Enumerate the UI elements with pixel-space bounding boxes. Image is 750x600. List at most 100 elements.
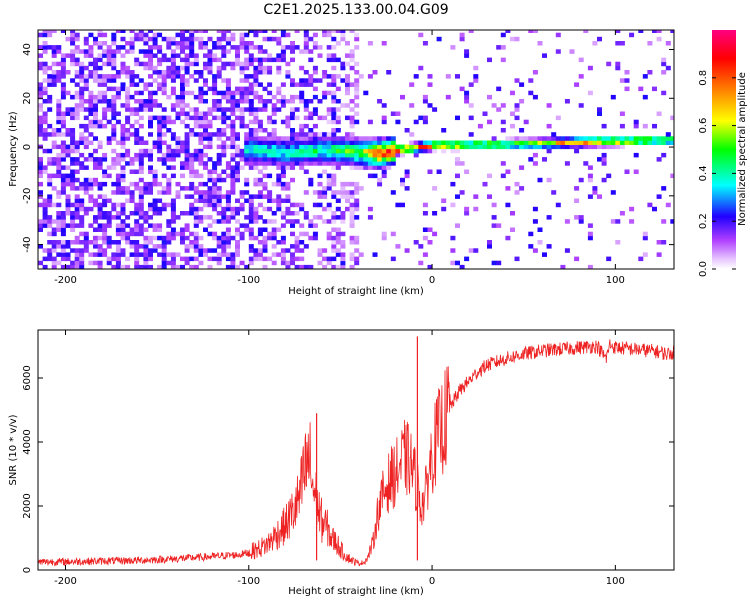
heatmap-cell <box>166 144 172 150</box>
heatmap-cell <box>349 148 355 154</box>
heatmap-cell <box>642 123 648 129</box>
heatmap-cell <box>335 227 341 232</box>
heatmap-cell <box>138 194 144 199</box>
heatmap-cell <box>468 248 474 253</box>
heatmap-cell <box>322 115 328 121</box>
heatmap-cell <box>157 148 163 154</box>
heatmap-cell <box>629 136 635 141</box>
heatmap-cell <box>225 61 231 67</box>
heatmap-cell <box>290 144 295 150</box>
heatmap-cell <box>230 169 236 174</box>
heatmap-cell <box>120 186 126 191</box>
heatmap-cell <box>244 61 250 67</box>
heatmap-cell <box>349 144 355 150</box>
heatmap-cell <box>93 244 98 249</box>
heatmap-cell <box>345 194 350 199</box>
heatmap-cell <box>537 136 543 141</box>
heatmap-cell <box>496 86 502 92</box>
heatmap-cell <box>225 235 231 241</box>
heatmap-cell <box>523 119 529 125</box>
heatmap-cell <box>271 136 277 141</box>
heatmap-cell <box>212 186 218 191</box>
heatmap-cell <box>601 123 607 129</box>
heatmap-cell <box>619 144 625 150</box>
heatmap-cell <box>317 260 323 266</box>
heatmap-cell <box>166 157 172 162</box>
heatmap-cell <box>65 144 71 150</box>
heatmap-cell <box>276 240 282 245</box>
heatmap-cell <box>253 74 259 79</box>
heatmap-cell <box>312 215 318 220</box>
heatmap-cell <box>97 227 103 232</box>
heatmap-cell <box>331 57 337 63</box>
heatmap-cell <box>42 90 48 96</box>
heatmap-cell <box>299 140 305 145</box>
heatmap-cell <box>335 74 341 79</box>
heatmap-cell <box>216 41 222 46</box>
heatmap-cell <box>143 252 149 257</box>
heatmap-cell <box>207 231 213 237</box>
heatmap-cell <box>445 144 451 150</box>
heatmap-cell <box>409 132 415 137</box>
heatmap-cell <box>312 140 318 145</box>
heatmap-cell <box>42 264 48 269</box>
heatmap-cell <box>129 231 135 237</box>
heatmap-cell <box>367 136 373 141</box>
heatmap-cell <box>619 78 625 83</box>
heatmap-cell <box>79 161 85 166</box>
heatmap-cell <box>235 107 240 112</box>
heatmap-cell <box>404 173 410 179</box>
heatmap-cell <box>65 177 71 183</box>
heatmap-cell <box>170 252 176 257</box>
heatmap-cell <box>271 260 277 266</box>
heatmap-cell <box>166 186 172 191</box>
heatmap-cell <box>317 202 323 208</box>
heatmap-cell <box>340 219 346 224</box>
heatmap-cell <box>638 86 644 92</box>
heatmap-cell <box>120 157 126 162</box>
heatmap-cell <box>514 256 520 262</box>
heatmap-cell <box>317 161 323 166</box>
heatmap-cell <box>670 219 674 224</box>
heatmap-cell <box>97 90 103 96</box>
heatmap-cell <box>331 219 337 224</box>
heatmap-cell <box>189 264 195 269</box>
heatmap-cell <box>322 90 328 96</box>
heatmap-cell <box>74 256 80 262</box>
heatmap-cell <box>51 45 57 50</box>
heatmap-cell <box>193 198 199 203</box>
heatmap-cell <box>148 248 153 253</box>
heatmap-cell <box>115 157 121 162</box>
heatmap-cell <box>193 148 199 154</box>
heatmap-cell <box>184 123 190 129</box>
heatmap-cell <box>115 119 121 125</box>
heatmap-cell <box>345 78 350 83</box>
heatmap-cell <box>262 128 268 133</box>
heatmap-cell <box>303 148 309 154</box>
heatmap-cell <box>88 240 94 245</box>
heatmap-cell <box>93 165 98 170</box>
heatmap-cell <box>138 30 144 33</box>
heatmap-cell <box>97 30 103 33</box>
heatmap-cell <box>377 181 383 187</box>
heatmap-cell <box>354 148 360 154</box>
heatmap-cell <box>161 264 167 269</box>
heatmap-cell <box>134 128 140 133</box>
heatmap-cell <box>120 45 126 50</box>
heatmap-cell <box>230 128 236 133</box>
heatmap-cell <box>88 49 94 54</box>
heatmap-cell <box>239 190 245 195</box>
heatmap-cell <box>340 260 346 266</box>
heatmap-cell <box>386 161 392 166</box>
heatmap-cell <box>413 144 419 150</box>
heatmap-cell <box>216 244 222 249</box>
heatmap-cell <box>253 107 259 112</box>
heatmap-cell <box>74 49 80 54</box>
heatmap-cell <box>455 74 460 79</box>
heatmap-cell <box>157 136 163 141</box>
heatmap-cell <box>528 231 534 237</box>
heatmap-cell <box>345 161 350 166</box>
heatmap-cell <box>432 140 438 145</box>
heatmap-cell <box>70 53 76 58</box>
heatmap-cell <box>115 231 121 237</box>
